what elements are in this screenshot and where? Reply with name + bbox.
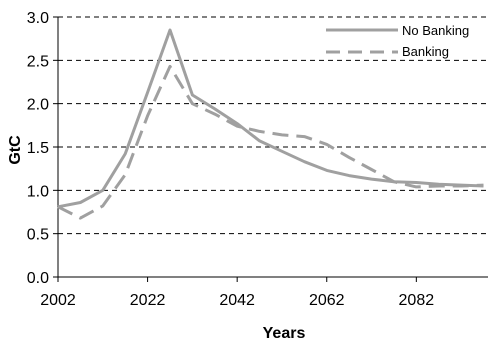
- x-tick-label: 2062: [309, 292, 345, 309]
- x-tick-label: 2042: [219, 292, 255, 309]
- y-tick-labels: 0.0 0.5 1.0 1.5 2.0 2.5 3.0: [27, 10, 49, 287]
- x-tick-label: 2022: [130, 292, 166, 309]
- y-tick-label: 1.5: [27, 140, 49, 157]
- y-tick-label: 3.0: [27, 10, 49, 27]
- x-tick-label: 2002: [40, 292, 76, 309]
- x-axis-label: Years: [263, 325, 306, 342]
- legend-label-banking: Banking: [402, 44, 449, 59]
- y-axis-label: GtC: [7, 135, 24, 165]
- axes: [53, 16, 488, 282]
- legend-label-no-banking: No Banking: [402, 23, 469, 38]
- y-tick-label: 0.0: [27, 270, 49, 287]
- y-tick-label: 2.0: [27, 97, 49, 114]
- series-line-no-banking: [57, 28, 484, 209]
- series-lines: [57, 28, 484, 220]
- y-tick-label: 2.5: [27, 53, 49, 70]
- series-line-banking: [57, 64, 484, 220]
- x-tick-label: 2082: [399, 292, 435, 309]
- x-tick-labels: 2002 2022 2042 2062 2082: [40, 292, 434, 309]
- y-tick-label: 0.5: [27, 227, 49, 244]
- legend: No Banking Banking: [326, 23, 469, 59]
- y-tick-label: 1.0: [27, 183, 49, 200]
